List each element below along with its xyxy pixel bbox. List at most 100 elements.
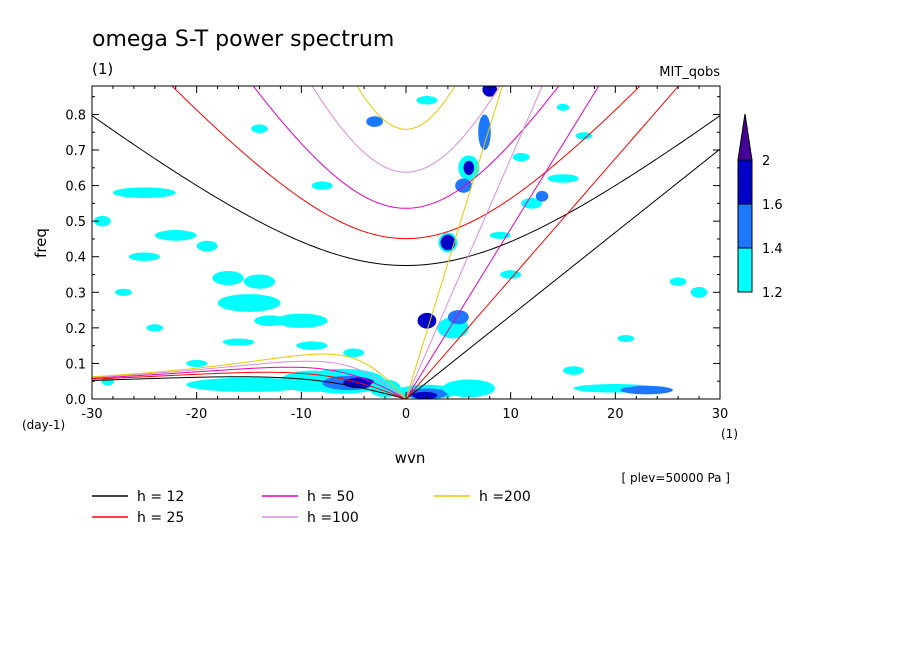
legend-label: h = 12: [137, 489, 184, 505]
level-note: [ plev=50000 Pa ]: [621, 471, 730, 485]
contour-blob: [416, 95, 438, 105]
kelvin-wave-curve: [405, 86, 600, 399]
contour-blob: [412, 391, 438, 399]
contour-blob: [575, 132, 593, 140]
y-units-label: (day-1): [22, 418, 65, 432]
gravity-wave-curve: [356, 86, 456, 130]
contour-blob: [482, 86, 498, 97]
colorbar-cell: [737, 247, 753, 293]
chart-subtitle: (1): [92, 60, 113, 78]
contour-blob: [154, 230, 197, 241]
contour-blob: [620, 385, 673, 395]
contour-blob: [112, 187, 176, 199]
contour-blob: [617, 334, 635, 343]
contour-blob: [447, 310, 469, 325]
x-tick-label: 20: [607, 407, 624, 422]
x-tick-label: -10: [291, 407, 312, 422]
contour-blob: [478, 114, 491, 151]
contour-blob: [94, 215, 111, 227]
contour-blob: [146, 324, 164, 332]
x-tick-label: 10: [502, 407, 519, 422]
contour-blob: [512, 152, 530, 162]
y-tick-label: 0.4: [65, 251, 86, 266]
y-tick-label: 0.7: [65, 144, 86, 159]
y-tick-label: 0.3: [65, 286, 86, 301]
contour-blob: [222, 338, 255, 346]
contour-blob: [556, 103, 570, 111]
y-tick-label: 0.8: [65, 108, 86, 123]
colorbar-label: 1.2: [762, 286, 783, 301]
gravity-wave-curve: [311, 86, 501, 173]
axis-ticks: -30 -20 -10 0 10 20 30 0.0 0.1 0.2 0.3 0.4 0.5 0.6 0.7…: [65, 86, 728, 422]
rossby-wave-curve: [92, 371, 407, 399]
legend-label: h =200: [479, 489, 531, 505]
chart-title: omega S-T power spectrum: [92, 27, 394, 52]
colorbar-cell: [737, 159, 753, 205]
x-tick-label: -20: [186, 407, 207, 422]
gravity-wave-curve: [171, 86, 641, 240]
contour-blob: [535, 190, 549, 202]
y-axis-label: freq: [32, 228, 50, 258]
kelvin-wave-curve: [405, 148, 720, 399]
plot-frame: [91, 85, 721, 400]
colorbar-label: 2: [762, 154, 770, 169]
contour-blob: [463, 160, 475, 175]
kelvin-wave-curve: [405, 86, 680, 399]
dispersion-curves: [92, 86, 720, 399]
contour-blob: [547, 174, 579, 183]
contour-blob: [251, 124, 268, 133]
contour-blob: [296, 341, 328, 350]
contour-blob: [115, 288, 132, 296]
rossby-wave-curve: [92, 360, 407, 399]
x-tick-label: 30: [712, 407, 729, 422]
y-tick-label: 0.1: [65, 357, 86, 372]
contour-blob: [343, 348, 365, 358]
legend-label: h = 25: [137, 510, 184, 526]
contour-blob: [186, 359, 208, 367]
rossby-wave-curve: [92, 366, 407, 399]
colorbar-label: 1.4: [762, 242, 783, 257]
contour-blob: [212, 270, 244, 286]
y-tick-label: 0.6: [65, 180, 86, 195]
gravity-wave-curve: [92, 115, 720, 266]
colorbar: 1.2 1.4 1.6 2: [737, 113, 783, 301]
contour-blob: [440, 234, 456, 251]
contour-blob: [275, 313, 328, 328]
contour-blob: [128, 252, 161, 261]
legend: h = 12 h = 25 h = 50 h =100 h =200: [92, 489, 531, 526]
y-tick-label: 0.0: [65, 393, 86, 408]
gravity-wave-curve: [252, 86, 560, 209]
rossby-wave-curve: [92, 376, 407, 399]
legend-label: h =100: [307, 510, 359, 526]
power-contours: [94, 86, 708, 399]
kelvin-wave-curve: [405, 86, 543, 399]
legend-label: h = 50: [307, 489, 354, 505]
kelvin-wave-curve: [405, 86, 503, 399]
colorbar-label: 1.6: [762, 198, 783, 213]
y-tick-label: 0.2: [65, 322, 86, 337]
contour-blob: [669, 277, 687, 286]
colorbar-cell: [737, 203, 753, 249]
contour-blob: [442, 379, 495, 398]
contour-blob: [690, 286, 708, 298]
contour-blob: [243, 274, 276, 289]
source-label: MIT_qobs: [659, 65, 720, 80]
rossby-wave-curve: [92, 353, 407, 399]
contour-blob: [563, 366, 584, 375]
contour-blob: [521, 198, 543, 209]
contour-blob: [217, 294, 281, 312]
contour-blob: [366, 116, 383, 127]
contour-blob: [500, 270, 522, 279]
y-tick-label: 0.5: [65, 215, 86, 230]
contour-blob: [311, 181, 333, 190]
x-tick-label: 0: [402, 407, 410, 422]
x-axis-label: wvn: [395, 449, 426, 467]
x-units-label: (1): [721, 427, 738, 441]
colorbar-extension: [737, 113, 753, 161]
x-tick-label: -30: [81, 407, 102, 422]
contour-blob: [254, 315, 286, 327]
contour-blob: [489, 231, 511, 239]
contour-blob: [196, 240, 218, 252]
